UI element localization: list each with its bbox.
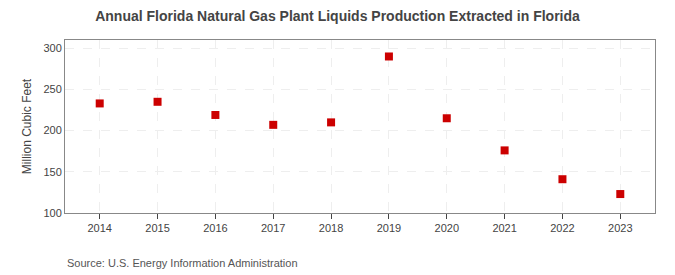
svg-text:250: 250 [43,83,61,95]
svg-text:100: 100 [43,207,61,219]
svg-text:2021: 2021 [492,222,516,234]
svg-text:2015: 2015 [145,222,169,234]
svg-text:2020: 2020 [435,222,459,234]
svg-text:2022: 2022 [550,222,574,234]
svg-text:2019: 2019 [377,222,401,234]
svg-text:2016: 2016 [203,222,227,234]
svg-text:2018: 2018 [319,222,343,234]
svg-text:Source: U.S. Energy Informatio: Source: U.S. Energy Information Administ… [67,257,298,269]
svg-text:2017: 2017 [261,222,285,234]
svg-text:200: 200 [43,124,61,136]
svg-text:2014: 2014 [87,222,111,234]
svg-text:2023: 2023 [608,222,632,234]
svg-text:150: 150 [43,166,61,178]
svg-text:Annual Florida Natural Gas Pla: Annual Florida Natural Gas Plant Liquids… [95,8,580,24]
svg-text:300: 300 [43,42,61,54]
svg-text:Million Cubic Feet: Million Cubic Feet [20,78,34,174]
